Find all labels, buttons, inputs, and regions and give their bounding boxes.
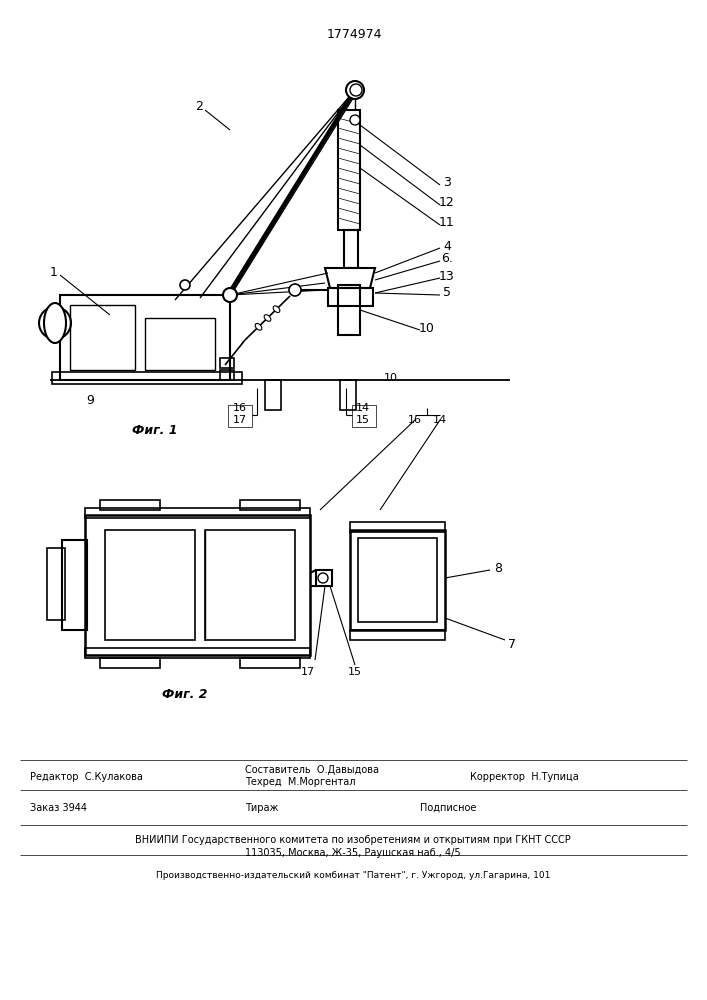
Ellipse shape xyxy=(264,315,271,321)
Bar xyxy=(340,380,356,410)
Circle shape xyxy=(180,280,190,290)
Bar xyxy=(265,380,281,410)
Text: 14: 14 xyxy=(356,403,370,413)
Bar xyxy=(85,648,310,658)
Bar xyxy=(145,318,215,370)
Text: Тираж: Тираж xyxy=(245,803,279,813)
Bar xyxy=(52,372,242,384)
Text: 17: 17 xyxy=(233,415,247,425)
Bar xyxy=(316,570,332,586)
Text: 15: 15 xyxy=(348,667,362,677)
Text: 1774974: 1774974 xyxy=(326,28,382,41)
Text: 17: 17 xyxy=(301,667,315,677)
Bar xyxy=(220,370,234,380)
Circle shape xyxy=(346,81,364,99)
Text: 16: 16 xyxy=(233,403,247,413)
Text: 2: 2 xyxy=(195,101,203,113)
Ellipse shape xyxy=(255,323,262,330)
Bar xyxy=(358,538,437,622)
Text: Фиг. 2: Фиг. 2 xyxy=(162,688,208,702)
Bar xyxy=(100,658,160,668)
Circle shape xyxy=(318,573,328,583)
Circle shape xyxy=(289,284,301,296)
Text: 13: 13 xyxy=(439,269,455,282)
Bar xyxy=(350,530,445,630)
Ellipse shape xyxy=(273,306,280,313)
Text: Корректор  Н.Тупица: Корректор Н.Тупица xyxy=(470,772,579,782)
Bar xyxy=(338,110,360,230)
Text: Производственно-издательский комбинат "Патент", г. Ужгород, ул.Гагарина, 101: Производственно-издательский комбинат "П… xyxy=(156,870,550,880)
Bar xyxy=(62,540,87,630)
Text: 9: 9 xyxy=(86,393,94,406)
Bar xyxy=(105,530,195,640)
Bar xyxy=(85,508,310,518)
Bar xyxy=(338,285,360,335)
Text: 4: 4 xyxy=(443,239,451,252)
Bar xyxy=(47,548,65,620)
Text: 12: 12 xyxy=(439,196,455,210)
Polygon shape xyxy=(325,268,375,288)
Text: 5: 5 xyxy=(443,286,451,300)
Text: Заказ 3944: Заказ 3944 xyxy=(30,803,87,813)
Bar xyxy=(220,358,234,368)
Bar xyxy=(350,630,445,640)
Text: Техред  М.Моргентал: Техред М.Моргентал xyxy=(245,777,356,787)
Text: Фиг. 1: Фиг. 1 xyxy=(132,424,177,436)
Bar xyxy=(350,522,445,532)
Bar xyxy=(100,500,160,510)
Bar xyxy=(228,405,252,427)
Text: Редактор  С.Кулакова: Редактор С.Кулакова xyxy=(30,772,143,782)
Bar xyxy=(205,530,295,640)
Text: 16: 16 xyxy=(408,415,422,425)
Text: Составитель  О.Давыдова: Составитель О.Давыдова xyxy=(245,765,379,775)
Text: 1: 1 xyxy=(50,265,58,278)
Bar xyxy=(352,405,376,427)
Text: Подписное: Подписное xyxy=(420,803,477,813)
Bar xyxy=(240,500,300,510)
Text: 113035, Москва, Ж-35, Раушская наб., 4/5: 113035, Москва, Ж-35, Раушская наб., 4/5 xyxy=(245,848,461,858)
Circle shape xyxy=(223,288,237,302)
Text: 6.: 6. xyxy=(441,252,453,265)
Bar xyxy=(60,295,230,380)
Text: 10: 10 xyxy=(419,322,435,334)
Circle shape xyxy=(350,84,362,96)
Text: 3: 3 xyxy=(443,176,451,190)
Text: 15: 15 xyxy=(356,415,370,425)
Bar xyxy=(70,305,135,370)
Text: 10: 10 xyxy=(384,373,398,383)
Text: 11: 11 xyxy=(439,217,455,230)
Text: ВНИИПИ Государственного комитета по изобретениям и открытиям при ГКНТ СССР: ВНИИПИ Государственного комитета по изоб… xyxy=(135,835,571,845)
Circle shape xyxy=(350,115,360,125)
Text: 8: 8 xyxy=(494,562,502,574)
Bar xyxy=(344,230,358,268)
Bar xyxy=(328,288,373,306)
Ellipse shape xyxy=(44,303,66,343)
Text: 7: 7 xyxy=(508,639,516,652)
Bar xyxy=(240,658,300,668)
Text: 14: 14 xyxy=(433,415,447,425)
Bar xyxy=(85,515,310,655)
